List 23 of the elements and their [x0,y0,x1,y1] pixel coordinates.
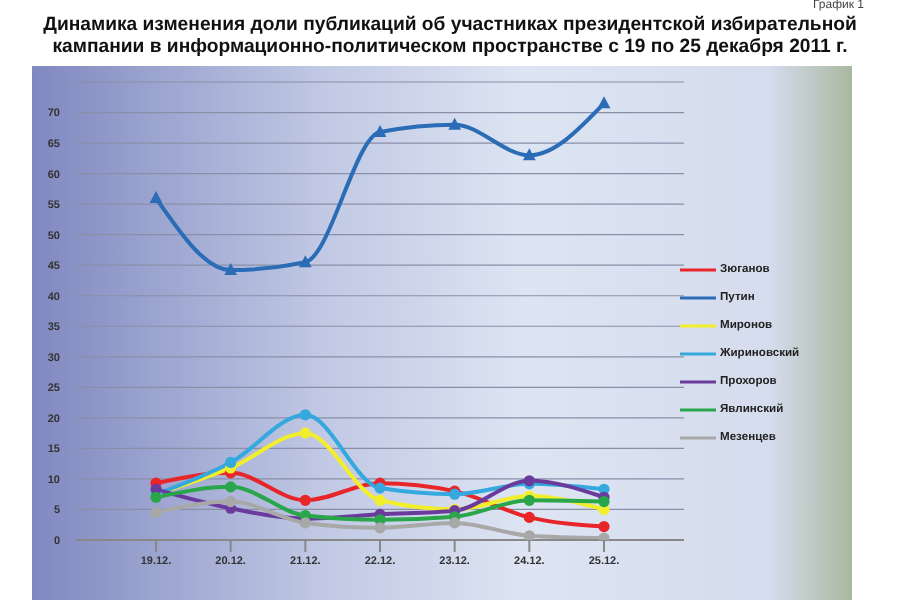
point [298,255,312,268]
point [373,125,387,138]
point [225,495,237,508]
point [299,427,311,439]
point [225,456,237,469]
point [523,530,535,540]
point [374,494,386,506]
point [598,520,610,533]
point [597,96,611,109]
point [224,263,238,276]
point [150,506,162,519]
point [225,481,237,493]
chart-title: Динамика изменения доли публикаций об участниках президентской избирательной кампании в информационно-политическом пространстве с 19 по 25 декабря 2011 г. [41,14,859,58]
point [299,494,311,506]
point [374,482,386,494]
point [522,148,536,161]
point [448,117,462,130]
point [299,409,311,421]
point [523,511,535,524]
point [149,191,163,204]
point [374,522,386,534]
point [598,495,610,508]
point [449,517,461,529]
